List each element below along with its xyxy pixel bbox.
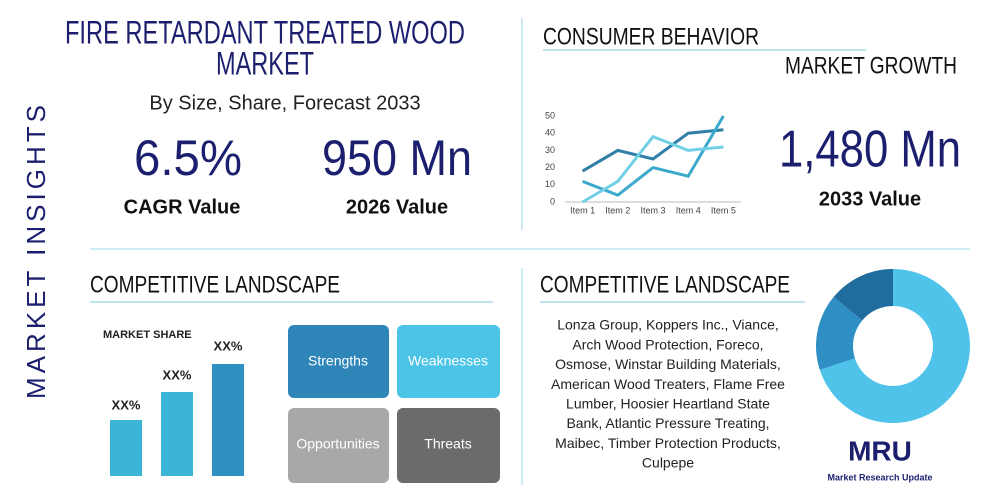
share-label: XX% — [112, 397, 141, 412]
donut-slice — [816, 296, 863, 370]
section-title: COMPETITIVE LANDSCAPE — [90, 271, 340, 298]
share-bar — [110, 420, 142, 476]
x-tick-label: Item 2 — [605, 205, 630, 215]
company-line: Osmose, Winstar Building Materials, — [555, 356, 781, 372]
logo-name: Market Research Update — [827, 472, 932, 482]
share-label: XX% — [214, 338, 243, 353]
stat-label: 2033 Value — [819, 188, 921, 210]
swot-label: Opportunities — [296, 436, 379, 452]
logo-mark: MRU — [848, 435, 912, 466]
stat-value: 1,480 Mn — [779, 121, 961, 179]
swot-label: Weaknesses — [408, 353, 488, 369]
y-tick-label: 30 — [545, 145, 555, 155]
company-line: Culpepe — [642, 455, 694, 471]
line — [581, 128, 724, 173]
x-tick-label: Item 1 — [570, 205, 595, 215]
company-list: Lonza Group, Koppers Inc., Viance, Arch W… — [551, 317, 785, 471]
share-title: MARKET SHARE — [103, 329, 192, 341]
line — [581, 134, 724, 204]
section-title: CONSUMER BEHAVIOR — [543, 23, 759, 50]
y-tick-label: 20 — [545, 162, 555, 172]
section-title: MARKET GROWTH — [785, 52, 957, 79]
donut-chart — [816, 269, 970, 423]
company-line: Arch Wood Protection, Foreco, — [572, 336, 763, 352]
title: FIRE RETARDANT TREATED WOOD — [65, 14, 465, 50]
company-line: American Wood Treaters, Flame Free — [551, 376, 785, 392]
subtitle: By Size, Share, Forecast 2033 — [149, 92, 420, 114]
x-tick-label: Item 3 — [640, 205, 665, 215]
swot-box — [288, 408, 389, 483]
donut-slice — [833, 269, 893, 321]
swot-label: Strengths — [308, 353, 368, 369]
company-line: Bank, Atlantic Pressure Treating, — [566, 415, 769, 431]
section-title: COMPETITIVE LANDSCAPE — [540, 271, 790, 298]
company-line: Maibec, Timber Protection Products, — [555, 435, 781, 451]
stat-label: CAGR Value — [124, 196, 241, 218]
swot-box — [397, 408, 500, 483]
line — [582, 115, 725, 197]
x-tick-label: Item 5 — [711, 205, 736, 215]
swot-box — [397, 325, 500, 398]
x-tick-label: Item 4 — [676, 205, 701, 215]
company-line: Lonza Group, Koppers Inc., Viance, — [557, 317, 779, 333]
share-bar — [161, 392, 193, 476]
company-line: Lumber, Hoosier Heartland State — [566, 396, 770, 412]
share-bar — [212, 364, 244, 476]
swot-label: Threats — [424, 436, 471, 452]
line-chart: 0 10 20 30 40 50 Item 1 Item 2 Item 3 Item 4 Item … — [545, 110, 741, 215]
swot-box — [288, 325, 389, 398]
share-label: XX% — [163, 367, 192, 382]
donut-slice — [819, 269, 970, 423]
stat-value: 950 Mn — [322, 130, 472, 186]
stat-label: 2026 Value — [346, 196, 448, 218]
title: MARKET — [216, 45, 314, 81]
side-label: MARKET INSIGHTS — [21, 101, 51, 399]
y-tick-label: 50 — [545, 110, 555, 120]
y-tick-label: 0 — [550, 196, 555, 206]
stat-value: 6.5% — [134, 130, 242, 186]
y-tick-label: 40 — [545, 128, 555, 138]
y-tick-label: 10 — [545, 179, 555, 189]
